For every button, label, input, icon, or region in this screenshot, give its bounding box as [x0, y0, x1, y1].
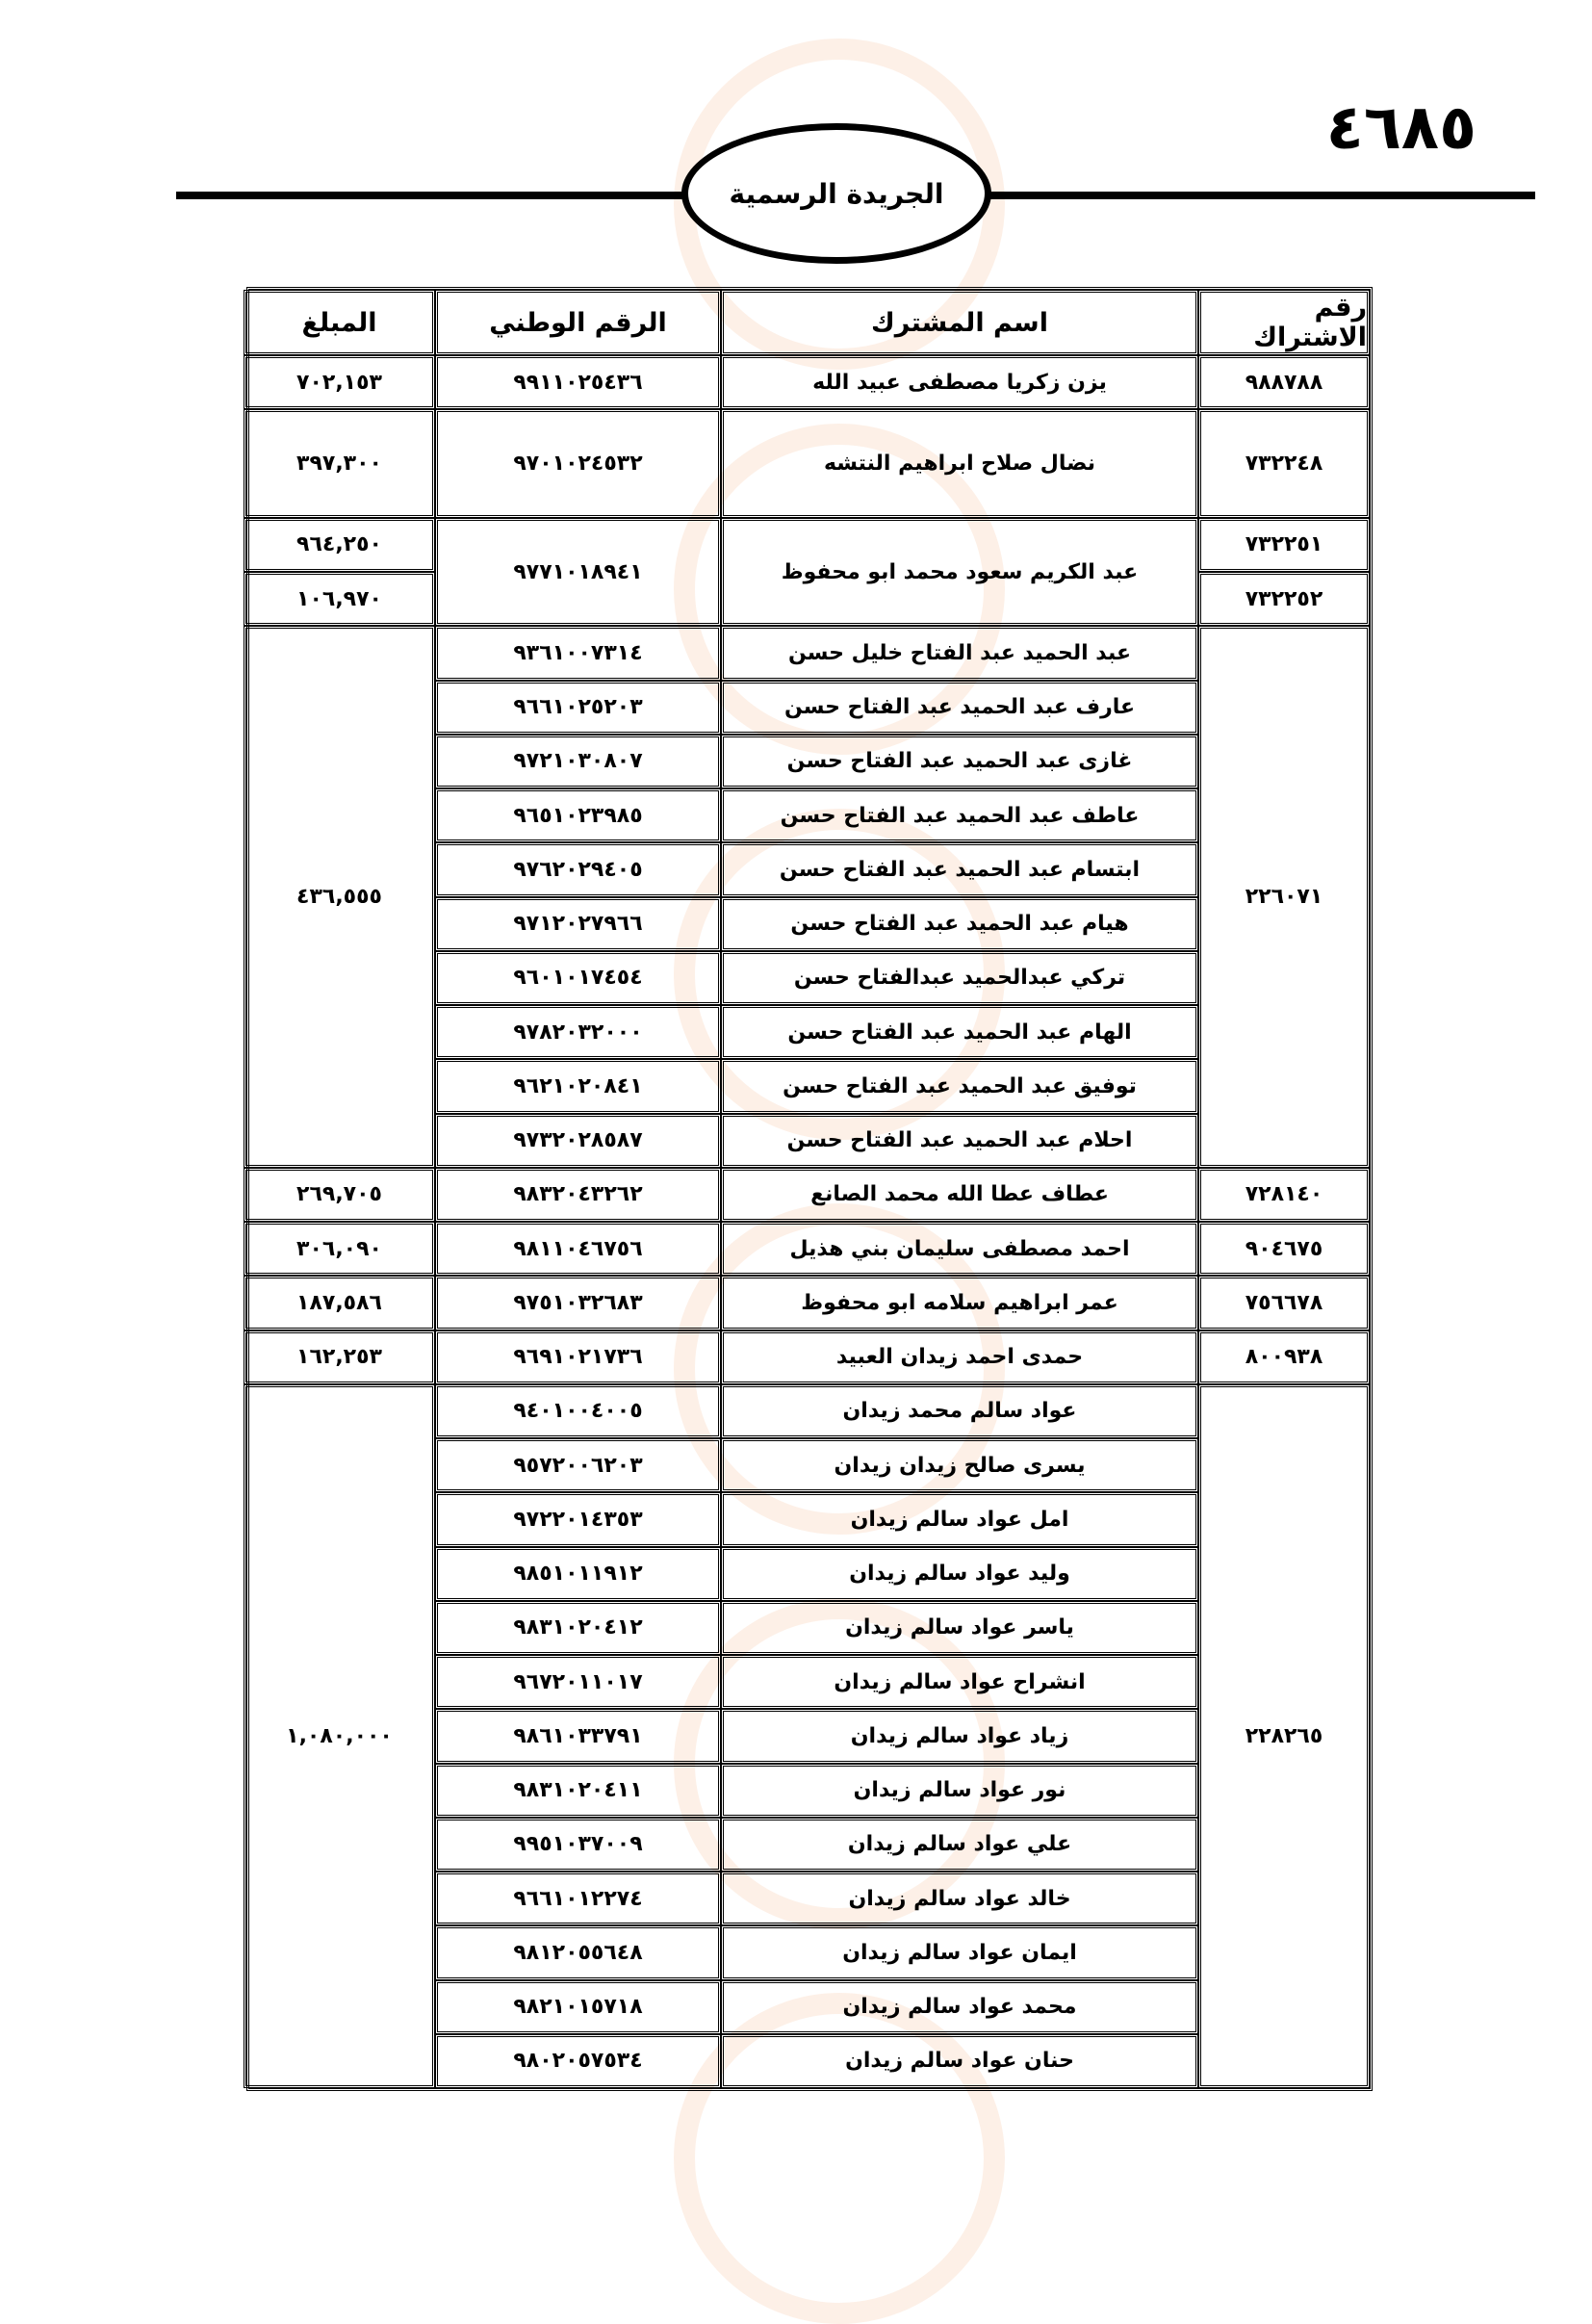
subscriber-name-cell: نضال صلاح ابراهيم النتشه [721, 409, 1198, 518]
subscriber-name-cell: احمد مصطفى سليمان بني هذيل [721, 1222, 1198, 1277]
subscriber-name-cell: عارف عبد الحميد عبد الفتاح حسن [721, 680, 1198, 735]
national-id-cell: ٩٣٦١٠٠٧٣١٤ [435, 626, 721, 681]
subscription-no-cell: ٧٣٢٢٥١ [1198, 517, 1370, 572]
national-id-cell: ٩٦٢١٠٢٠٨٤١ [435, 1059, 721, 1114]
amount-cell: ١٦٢,٢٥٣ [244, 1330, 435, 1384]
national-id-cell: ٩٨٣١٠٢٠٤١٢ [435, 1600, 721, 1655]
subscriber-name-cell: ياسر عواد سالم زيدان [721, 1600, 1198, 1655]
national-id-cell: ٩٨٣٢٠٤٣٢٦٢ [435, 1167, 721, 1222]
subscriber-name-cell: عمر ابراهيم سلامه ابو محفوظ [721, 1276, 1198, 1330]
subscription-no-cell: ٩٨٨٧٨٨ [1198, 355, 1370, 410]
subscriber-name-cell: عبد الحميد عبد الفتاح خليل حسن [721, 626, 1198, 681]
amount-cell: ٤٣٦,٥٥٥ [244, 626, 435, 1168]
subscription-no-cell: ٧٣٢٢٥٢ [1198, 572, 1370, 627]
subscribers-table: رقم الاشتراك اسم المشترك الرقم الوطني ال… [244, 287, 1373, 2091]
subscriber-name-cell: عاطف عبد الحميد عبد الفتاح حسن [721, 788, 1198, 843]
subscriber-name-cell: تركي عبدالحميد عبدالفتاح حسن [721, 950, 1198, 1005]
amount-cell: ١٠٦,٩٧٠ [244, 572, 435, 627]
subscriber-name-cell: امل عواد سالم زيدان [721, 1492, 1198, 1547]
amount-cell: ١٨٧,٥٨٦ [244, 1276, 435, 1330]
subscriber-name-cell: نور عواد سالم زيدان [721, 1763, 1198, 1818]
national-id-cell: ٩٦٦١٠١٢٢٧٤ [435, 1872, 721, 1926]
national-id-cell: ٩٧٧١٠١٨٩٤١ [435, 517, 721, 627]
amount-cell: ٢٦٩,٧٠٥ [244, 1167, 435, 1222]
national-id-cell: ٩٩١١٠٢٥٤٣٦ [435, 355, 721, 410]
header-subscriber-name: اسم المشترك [721, 290, 1198, 355]
subscriber-name-cell: انشراح عواد سالم زيدان [721, 1655, 1198, 1710]
amount-cell: ٣٠٦,٠٩٠ [244, 1222, 435, 1277]
header-amount: المبلغ [244, 290, 435, 355]
national-id-cell: ٩٨٢١٠١٥٧١٨ [435, 1979, 721, 2034]
subscriber-name-cell: حمدى احمد زيدان العبيد [721, 1330, 1198, 1384]
subscriber-name-cell: ابتسام عبد الحميد عبد الفتاح حسن [721, 842, 1198, 897]
national-id-cell: ٩٦٦١٠٢٥٢٠٣ [435, 680, 721, 735]
subscriber-name-cell: حنان عواد سالم زيدان [721, 2033, 1198, 2088]
amount-cell: ٩٦٤,٢٥٠ [244, 517, 435, 572]
page-number: ٤٦٨٥ [1325, 92, 1476, 164]
masthead-ellipse: الجريدة الرسمية [681, 123, 991, 264]
national-id-cell: ٩٧٢١٠٣٠٨٠٧ [435, 734, 721, 788]
amount-cell: ٣٩٧,٣٠٠ [244, 409, 435, 518]
subscription-no-cell: ٧٥٦٦٧٨ [1198, 1276, 1370, 1330]
masthead-title: الجريدة الرسمية [729, 177, 944, 210]
national-id-cell: ٩٨٥١٠١١٩١٢ [435, 1546, 721, 1601]
subscriber-name-cell: عواد سالم محمد زيدان [721, 1383, 1198, 1438]
subscriber-name-cell: خالد عواد سالم زيدان [721, 1872, 1198, 1926]
national-id-cell: ٩٦٠١٠١٧٤٥٤ [435, 950, 721, 1005]
national-id-cell: ٩٧٦٢٠٢٩٤٠٥ [435, 842, 721, 897]
subscriber-name-cell: توفيق عبد الحميد عبد الفتاح حسن [721, 1059, 1198, 1114]
national-id-cell: ٩٧٠١٠٢٤٥٣٢ [435, 409, 721, 518]
subscriber-name-cell: عطاف عطا الله محمد الصانع [721, 1167, 1198, 1222]
national-id-cell: ٩٧٢٢٠١٤٣٥٣ [435, 1492, 721, 1547]
amount-cell: ٧٠٢,١٥٣ [244, 355, 435, 410]
subscriber-name-cell: هيام عبد الحميد عبد الفتاح حسن [721, 896, 1198, 951]
national-id-cell: ٩٨٣١٠٢٠٤١١ [435, 1763, 721, 1818]
subscriber-name-cell: يزن زكريا مصطفى عبيد الله [721, 355, 1198, 410]
subscriber-name-cell: زياد عواد سالم زيدان [721, 1709, 1198, 1764]
subscriber-name-cell: علي عواد سالم زيدان [721, 1817, 1198, 1872]
national-id-cell: ٩٧١٢٠٢٧٩٦٦ [435, 896, 721, 951]
subscriber-name-cell: وليد عواد سالم زيدان [721, 1546, 1198, 1601]
national-id-cell: ٩٨٦١٠٣٣٧٩١ [435, 1709, 721, 1764]
subscription-no-cell: ٨٠٠٩٣٨ [1198, 1330, 1370, 1384]
header-subscription-no: رقم الاشتراك [1198, 290, 1370, 355]
national-id-cell: ٩٤٠١٠٠٤٠٠٥ [435, 1383, 721, 1438]
amount-cell: ١,٠٨٠,٠٠٠ [244, 1383, 435, 2088]
national-id-cell: ٩٦٧٢٠١١٠١٧ [435, 1655, 721, 1710]
national-id-cell: ٩٨١٢٠٥٥٦٤٨ [435, 1925, 721, 1980]
subscription-no-cell: ٧٣٢٢٤٨ [1198, 409, 1370, 518]
subscriber-name-cell: احلام عبد الحميد عبد الفتاح حسن [721, 1113, 1198, 1168]
national-id-cell: ٩٧٨٢٠٣٢٠٠٠ [435, 1005, 721, 1060]
national-id-cell: ٩٥٧٢٠٠٦٢٠٣ [435, 1438, 721, 1493]
subscriber-name-cell: ايمان عواد سالم زيدان [721, 1925, 1198, 1980]
national-id-cell: ٩٨١١٠٤٦٧٥٦ [435, 1222, 721, 1277]
national-id-cell: ٩٧٣٢٠٢٨٥٨٧ [435, 1113, 721, 1168]
subscription-no-cell: ٩٠٤٦٧٥ [1198, 1222, 1370, 1277]
subscriber-name-cell: غازى عبد الحميد عبد الفتاح حسن [721, 734, 1198, 788]
subscription-no-cell: ٢٢٨٢٦٥ [1198, 1383, 1370, 2088]
national-id-cell: ٩٦٩١٠٢١٧٣٦ [435, 1330, 721, 1384]
subscription-no-cell: ٢٢٦٠٧١ [1198, 626, 1370, 1168]
subscription-no-cell: ٧٢٨١٤٠ [1198, 1167, 1370, 1222]
subscriber-name-cell: يسرى صالح زيدان زيدان [721, 1438, 1198, 1493]
subscriber-name-cell: عبد الكريم سعود محمد ابو محفوظ [721, 517, 1198, 627]
header-national-id: الرقم الوطني [435, 290, 721, 355]
national-id-cell: ٩٦٥١٠٢٣٩٨٥ [435, 788, 721, 843]
subscriber-name-cell: الهام عبد الحميد عبد الفتاح حسن [721, 1005, 1198, 1060]
national-id-cell: ٩٧٥١٠٣٢٦٨٣ [435, 1276, 721, 1330]
subscriber-name-cell: محمد عواد سالم زيدان [721, 1979, 1198, 2034]
national-id-cell: ٩٩٥١٠٣٧٠٠٩ [435, 1817, 721, 1872]
national-id-cell: ٩٨٠٢٠٥٧٥٣٤ [435, 2033, 721, 2088]
